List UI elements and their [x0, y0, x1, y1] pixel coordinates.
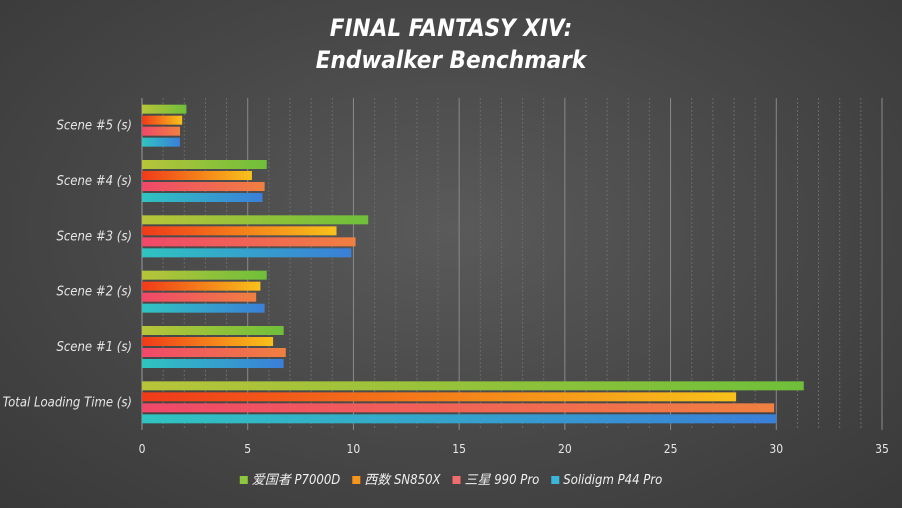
bar-5-3: [142, 414, 777, 424]
bar-3-2: [142, 292, 257, 302]
bar-5-2: [142, 403, 775, 413]
legend-swatch: [239, 476, 248, 484]
bar-1-3: [142, 193, 263, 202]
x-tick-label: 15: [452, 442, 466, 456]
legend-label: 西数 SN850X: [364, 473, 441, 488]
category-label: Total Loading Time (s): [3, 395, 132, 410]
legend-label: Solidigm P44 Pro: [563, 473, 662, 488]
legend-swatch: [551, 476, 560, 484]
bar-5-0: [142, 381, 804, 391]
bar-3-0: [142, 270, 267, 280]
bar-4-3: [142, 359, 284, 368]
legend: 爱国者 P7000D 西数 SN850X 三星 990 Pro Solidigm P4…: [239, 473, 662, 488]
x-tick-label: 10: [347, 442, 361, 456]
bar-2-3: [142, 248, 352, 258]
bar-0-3: [142, 137, 181, 147]
chart-subtitle: Endwalker Benchmark: [316, 46, 588, 74]
grid-lines: [141, 98, 883, 430]
bar-4-0: [142, 326, 284, 335]
bar-2-2: [142, 237, 356, 247]
bar-1-0: [142, 160, 267, 169]
category-label: Scene #4 (s): [56, 174, 132, 189]
chart-title: FINAL FANTASY XIV:: [330, 14, 573, 42]
x-tick-labels: 0 5 10 15 20 25 30 35: [139, 442, 889, 456]
category-label: Scene #5 (s): [56, 119, 132, 134]
bar-4-2: [142, 348, 286, 357]
x-tick-label: 20: [558, 442, 572, 456]
bar-3-1: [142, 281, 261, 291]
x-tick-label: 30: [769, 442, 783, 456]
category-labels: Scene #5 (s) Scene #4 (s) Scene #3 (s) Scen…: [3, 119, 132, 411]
category-label: Scene #2 (s): [56, 285, 132, 300]
bar-0-0: [142, 104, 187, 114]
category-label: Scene #1 (s): [56, 340, 132, 355]
legend-label: 爱国者 P7000D: [252, 473, 341, 488]
legend-swatch: [452, 476, 461, 484]
bar-5-1: [142, 392, 737, 402]
bar-1-2: [142, 182, 265, 191]
x-tick-label: 25: [664, 442, 678, 456]
bar-1-1: [142, 171, 252, 180]
x-tick-label: 5: [244, 442, 251, 456]
bars: [142, 104, 804, 424]
category-label: Scene #3 (s): [56, 229, 132, 244]
legend-swatch: [352, 476, 361, 484]
bar-2-0: [142, 215, 369, 225]
bar-3-3: [142, 303, 265, 313]
bar-2-1: [142, 226, 337, 236]
x-tick-label: 35: [875, 442, 889, 456]
bar-0-1: [142, 115, 183, 125]
bar-0-2: [142, 126, 181, 136]
x-tick-label: 0: [139, 442, 146, 456]
legend-label: 三星 990 Pro: [465, 473, 540, 488]
bar-4-1: [142, 337, 274, 346]
